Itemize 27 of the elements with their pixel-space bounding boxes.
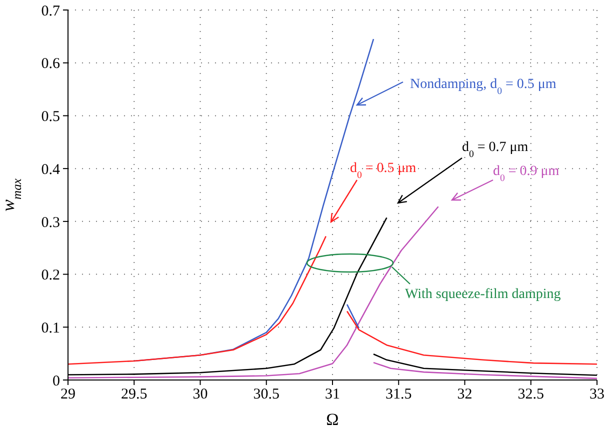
annotation: With squeeze-film damping bbox=[405, 287, 561, 302]
x-tick-label: 33 bbox=[590, 386, 604, 403]
x-axis-title: Ω bbox=[326, 410, 339, 429]
y-tick-label: 0.2 bbox=[41, 268, 60, 284]
x-tick-label: 31.5 bbox=[386, 386, 412, 403]
line-series bbox=[68, 236, 327, 365]
y-tick-label: 0.3 bbox=[41, 214, 60, 231]
line-series bbox=[346, 310, 597, 365]
line-series bbox=[372, 362, 597, 380]
line-series bbox=[372, 353, 597, 376]
y-tick-label: 0.7 bbox=[41, 3, 60, 20]
text: d$_{0}$ = 0.9 μm bbox=[493, 164, 560, 184]
x-tick-label: 31 bbox=[325, 386, 340, 403]
x-tick-label: 29.5 bbox=[121, 386, 148, 403]
y-tick-label: 0 bbox=[52, 373, 60, 390]
legend-label: Nondamping, d$_{0}$ = 0.5 μm bbox=[410, 77, 556, 96]
text: d$_{0}$ = 0.7 μm bbox=[462, 140, 528, 160]
x-tick-label: 29 bbox=[60, 386, 76, 403]
y-tick-label: 0.1 bbox=[41, 320, 60, 336]
y-tick-label: 0.4 bbox=[41, 162, 60, 178]
x-tick-label: 32 bbox=[457, 386, 472, 403]
y-tick-label: 0.5 bbox=[41, 109, 60, 126]
y-tick-label: 0.6 bbox=[41, 56, 60, 72]
x-tick-label: 32.5 bbox=[518, 386, 544, 403]
x-tick-label: 30 bbox=[192, 386, 208, 403]
text: d$_{0}$ = 0.5 μm bbox=[350, 161, 416, 180]
x-tick-label: 30.5 bbox=[253, 386, 280, 403]
